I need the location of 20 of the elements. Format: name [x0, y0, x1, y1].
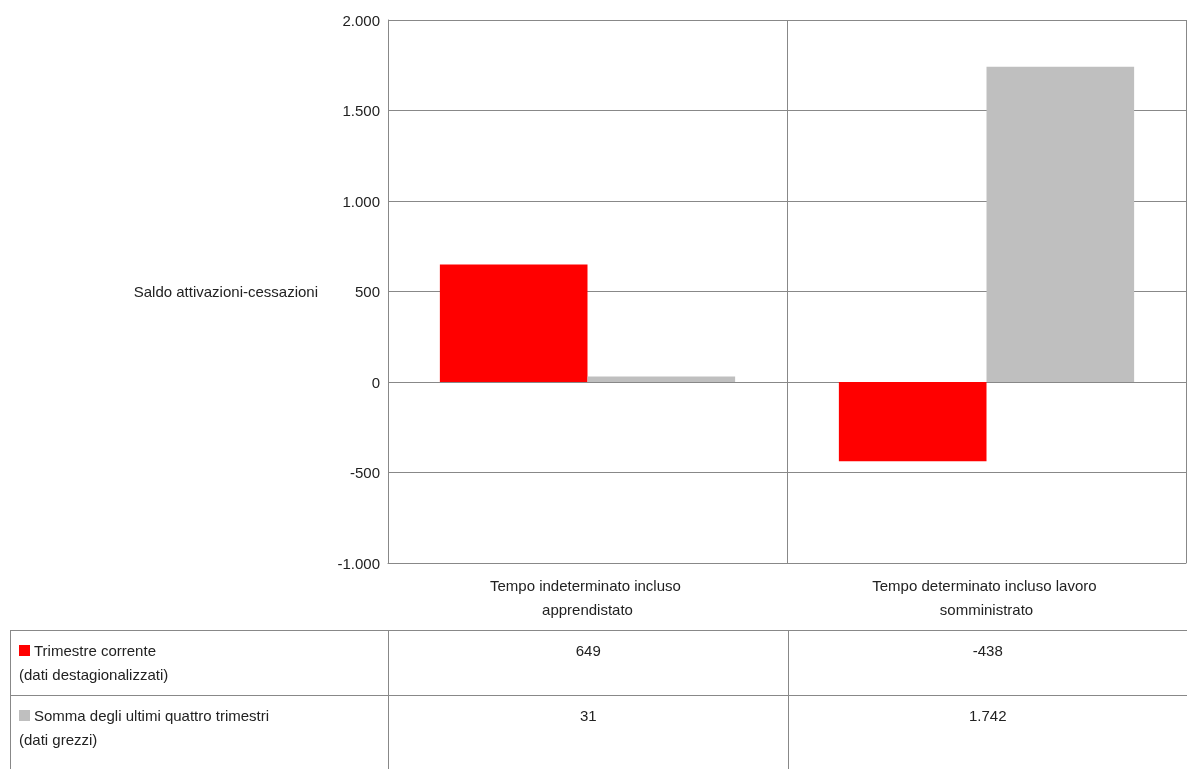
data-label: -438	[787, 630, 1187, 695]
legend-label: Trimestre corrente (dati destagionalizzati)	[10, 630, 388, 695]
y-axis-title: Saldo attivazioni-cessazioni	[133, 283, 318, 300]
y-tick-label: -1.000	[337, 554, 380, 572]
data-label: 31	[388, 695, 788, 769]
y-tick-label: 0	[371, 373, 380, 391]
bar	[838, 382, 987, 462]
bar	[587, 376, 736, 382]
y-tick-label: 2.000	[342, 11, 380, 29]
x-tick-label: Tempo determinato incluso lavoro somministrato	[872, 576, 1101, 618]
x-tick-label: Tempo indeterminato incluso apprendistato	[489, 576, 686, 618]
data-label: 1.742	[787, 695, 1187, 769]
legend-label: Somma degli ultimi quattro trimestri (dati grezzi)	[10, 695, 388, 769]
y-tick-label: -500	[349, 464, 380, 481]
y-tick-label: 1.500	[342, 102, 380, 119]
bar	[986, 66, 1135, 382]
y-tick-label: 500	[354, 283, 380, 300]
bar	[439, 264, 588, 382]
y-tick-label: 1.000	[342, 192, 380, 210]
data-label: 649	[388, 630, 788, 695]
